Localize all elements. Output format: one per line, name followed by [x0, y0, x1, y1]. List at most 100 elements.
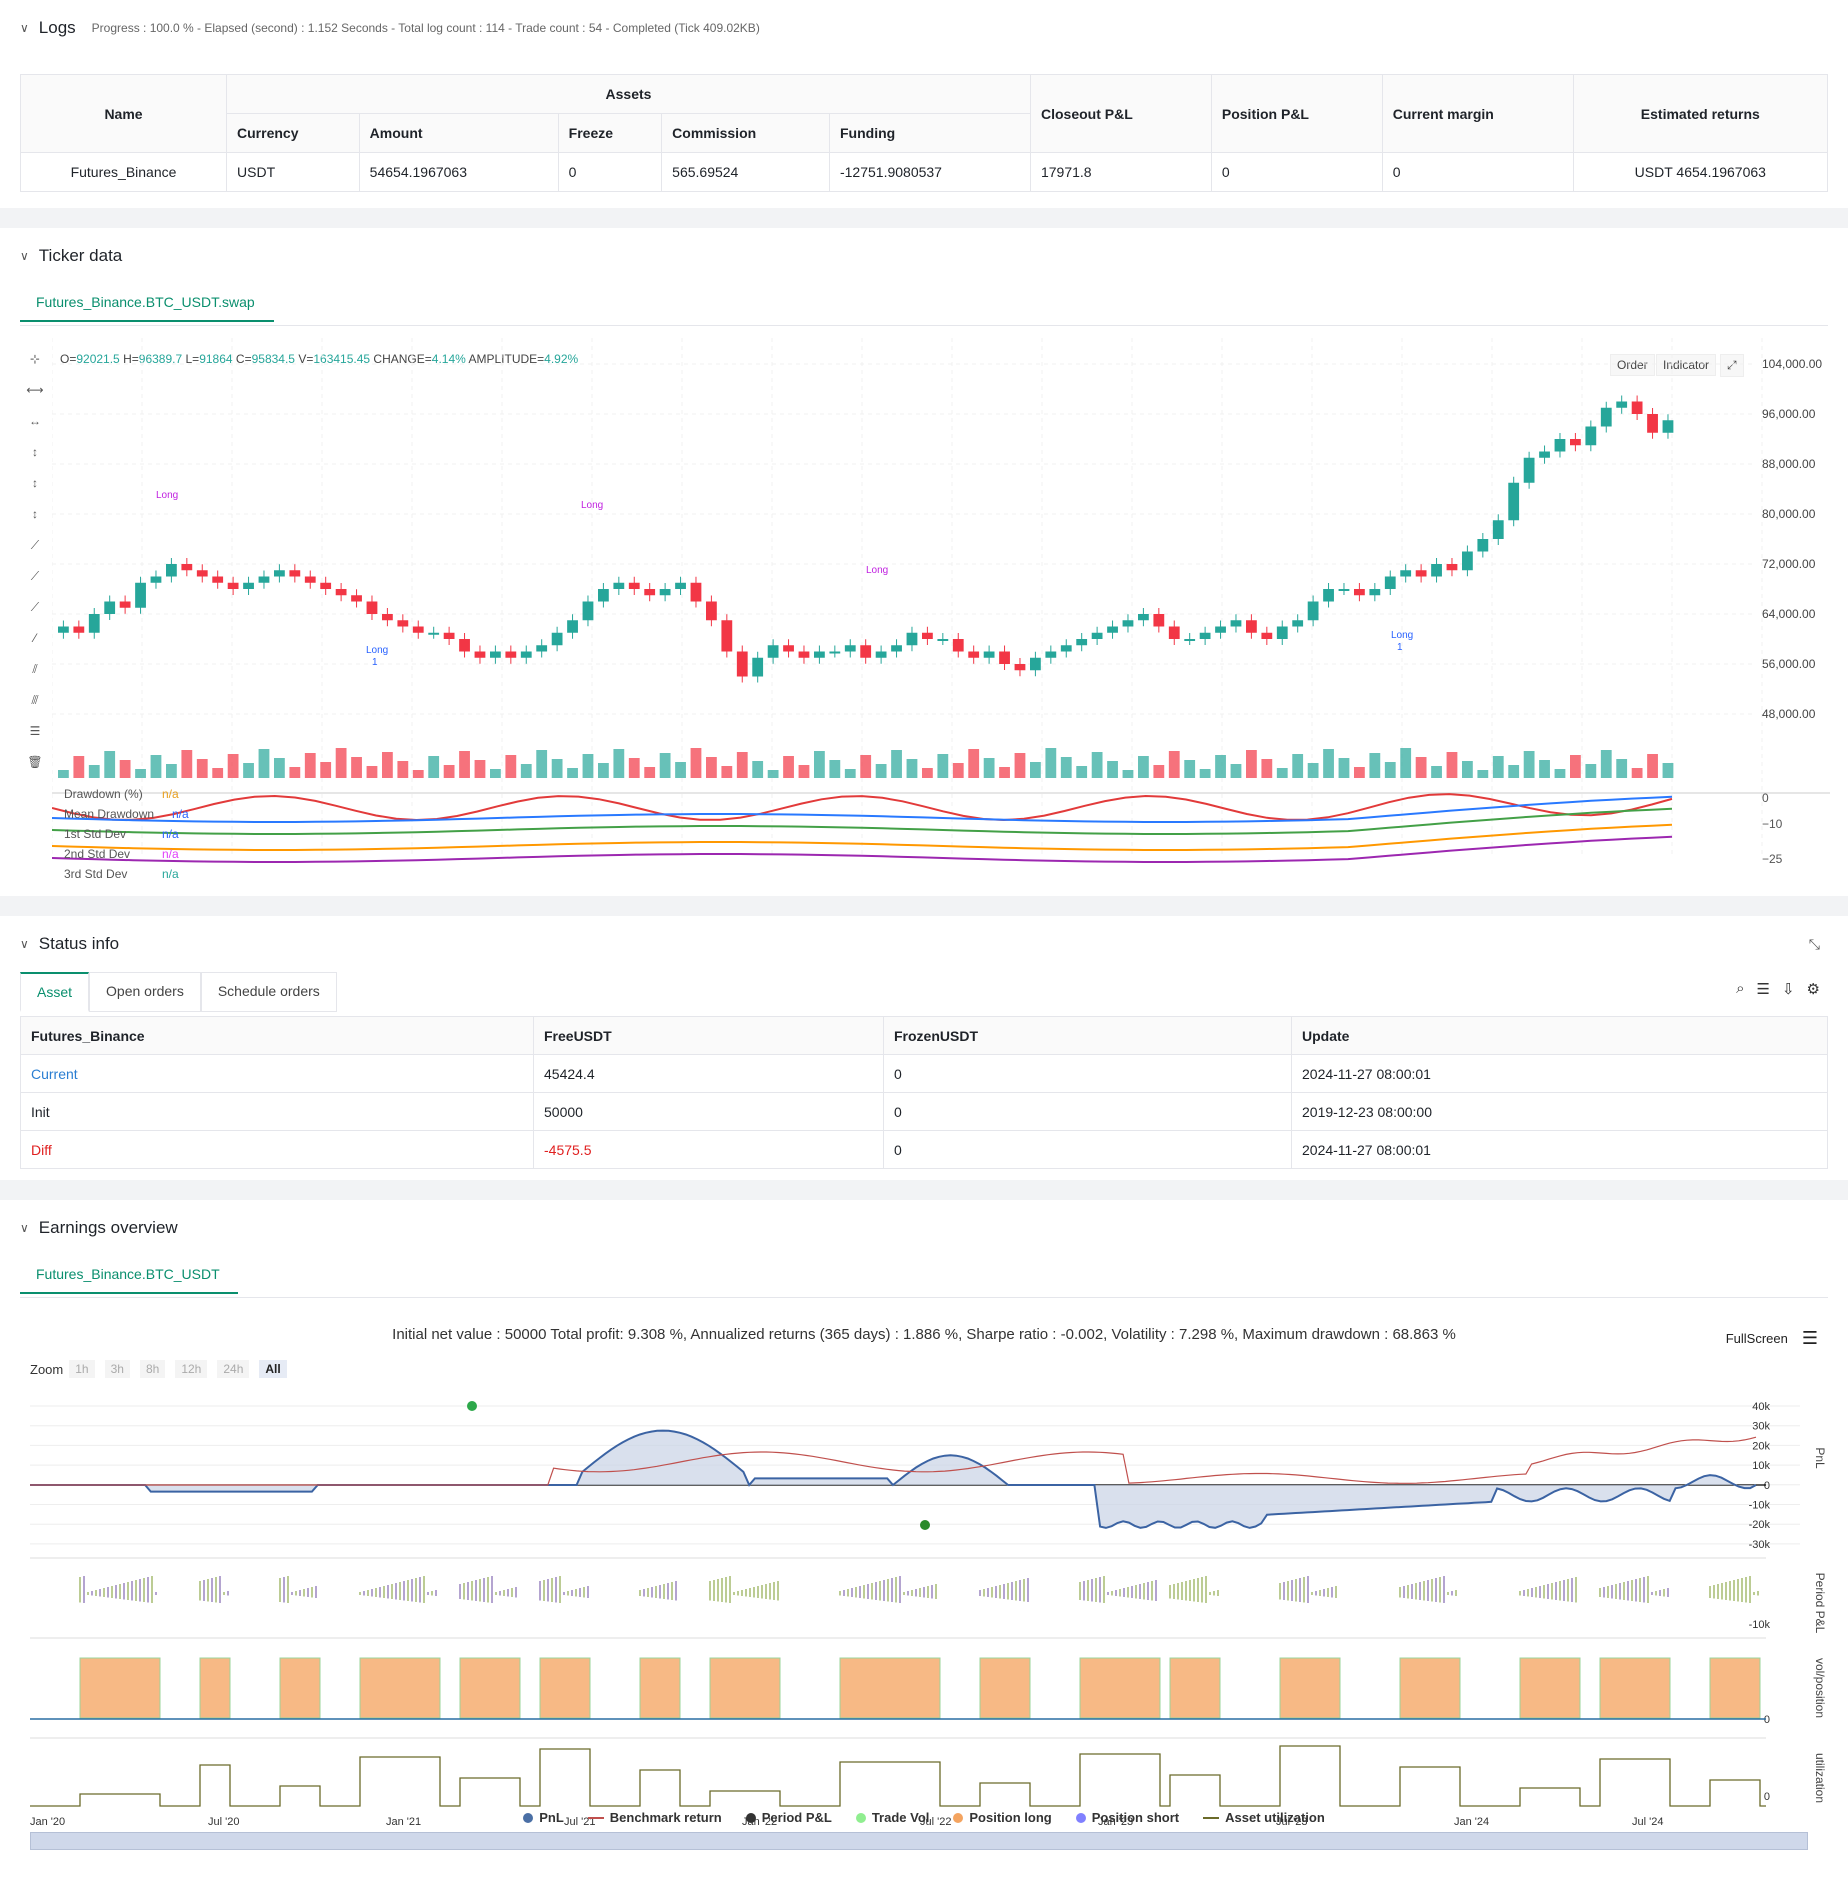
menu-icon[interactable]: ☰	[1801, 1328, 1818, 1348]
tab-ticker-symbol[interactable]: Futures_Binance.BTC_USDT.swap	[20, 284, 274, 322]
volume-bar	[135, 769, 146, 778]
signal-sub-label: 1	[1397, 642, 1403, 653]
pnl-tick-label: 10k	[1752, 1460, 1770, 1472]
tab-schedule-orders[interactable]: Schedule orders	[200, 972, 337, 1012]
candle-body	[1153, 614, 1165, 627]
range-navigator[interactable]	[30, 1832, 1808, 1850]
fullscreen-label[interactable]: FullScreen	[1725, 1331, 1788, 1346]
collapse-icon[interactable]: ⤡	[1808, 936, 1820, 952]
position-long-block	[1279, 1657, 1341, 1719]
logs-header[interactable]: ∨ Logs Progress : 100.0 % - Elapsed (sec…	[20, 18, 760, 38]
legend-item-benchmark[interactable]: Benchmark return	[587, 1810, 722, 1825]
legend-item-period-pnl[interactable]: Period P&L	[745, 1810, 832, 1825]
chevron-down-icon[interactable]: ∨	[20, 21, 29, 35]
status-header[interactable]: ∨ Status info	[20, 934, 119, 954]
legend-item-position-long[interactable]: Position long	[953, 1810, 1052, 1825]
legend-item-position-short[interactable]: Position short	[1075, 1810, 1179, 1825]
pnl-tick-label: 0	[1764, 1480, 1770, 1492]
earnings-header[interactable]: ∨ Earnings overview	[20, 1218, 178, 1238]
volume-bar	[644, 767, 656, 778]
legend-item-pnl[interactable]: PnL	[523, 1810, 564, 1825]
volume-bar	[752, 761, 764, 778]
date-tick-label: Jan '23	[1098, 1816, 1133, 1828]
indicator-tick-label: 0	[1762, 791, 1769, 805]
candlestick-chart[interactable]: 104,000.00 96,000.00 88,000.00 80,000.00 72,…	[52, 338, 1832, 878]
tab-asset[interactable]: Asset	[20, 972, 90, 1012]
pitchfork-tool-icon[interactable]: ⫻	[31, 693, 39, 707]
candle-body	[1246, 620, 1257, 633]
zoom-all-button[interactable]: All	[259, 1360, 287, 1378]
tab-earnings-symbol[interactable]: Futures_Binance.BTC_USDT	[20, 1256, 238, 1294]
date-tick-label: Jul '22	[920, 1816, 951, 1828]
volume-bar	[999, 767, 1010, 778]
cell: 2024-11-27 08:00:01	[1291, 1130, 1828, 1169]
legend-item-trade-vol[interactable]: Trade Vol	[855, 1810, 929, 1825]
zoom-3h-button[interactable]: 3h	[104, 1360, 130, 1378]
tab-open-orders[interactable]: Open orders	[89, 972, 201, 1012]
signal-label: Long	[866, 565, 888, 576]
cell: 2019-12-23 08:00:00	[1291, 1092, 1828, 1131]
volume-bar	[1631, 768, 1643, 778]
indicator-button[interactable]: Indicator	[1656, 354, 1717, 376]
ray-line-tool-icon[interactable]: ⟋	[30, 569, 40, 583]
candle-body	[582, 601, 594, 621]
volume-bar	[551, 759, 563, 778]
legend-item-asset-utilization[interactable]: Asset utilization	[1203, 1810, 1325, 1825]
date-tick-label: Jul '23	[1276, 1816, 1307, 1828]
volume-bar	[1446, 752, 1458, 778]
extended-line-tool-icon[interactable]: ⟋	[30, 600, 40, 614]
zoom-8h-button[interactable]: 8h	[139, 1360, 166, 1378]
download-icon[interactable]: ⇩	[1781, 981, 1795, 998]
fullscreen-button[interactable]: FullScreen ☰	[1726, 1328, 1818, 1349]
ticker-header[interactable]: ∨ Ticker data	[20, 246, 122, 266]
min-point-marker	[920, 1520, 930, 1530]
price-line-tool-icon[interactable]: ⁄	[33, 631, 36, 645]
horizontal-ray-tool-icon[interactable]: ↔	[29, 414, 41, 428]
zoom-24h-button[interactable]: 24h	[217, 1360, 250, 1378]
candle-body	[783, 645, 794, 652]
zoom-1h-button[interactable]: 1h	[69, 1360, 95, 1378]
candle-body	[58, 626, 69, 633]
candle-body	[1631, 401, 1643, 414]
candle-body	[628, 582, 640, 589]
candle-body	[1477, 539, 1489, 552]
volume-bar	[1523, 751, 1535, 778]
volume-bar	[1600, 750, 1612, 778]
order-button[interactable]: Order	[1610, 354, 1655, 376]
volume-bar	[613, 749, 625, 778]
candle-body	[968, 651, 980, 658]
candle-body	[1338, 589, 1350, 591]
crosshair-tool-icon[interactable]: ⊹	[29, 352, 41, 366]
row-label-current[interactable]: Current	[20, 1054, 534, 1093]
volume-bar	[1199, 769, 1211, 778]
candle-body	[721, 620, 733, 652]
chevron-down-icon[interactable]: ∨	[20, 1221, 29, 1235]
trash-icon[interactable]: 🗑	[27, 755, 43, 769]
horizontal-line-tool-icon[interactable]: ⟷	[26, 383, 44, 397]
volume-bar	[1462, 761, 1473, 778]
gear-icon[interactable]: ⚙	[1806, 981, 1820, 998]
volume-bar	[582, 754, 594, 778]
chevron-down-icon[interactable]: ∨	[20, 937, 29, 951]
divider	[0, 208, 1848, 228]
vertical-line-tool-icon[interactable]: ↕	[32, 445, 38, 459]
volume-bar	[366, 766, 378, 778]
list-icon[interactable]: ☰	[1756, 981, 1770, 998]
earnings-chart[interactable]: 40k 30k 20k 10k 0 -10k -20k -30k -10k 0 0 PnL Period…	[20, 1388, 1828, 1828]
fib-retracement-tool-icon[interactable]: ☰	[29, 724, 41, 738]
volume-bar	[1138, 756, 1149, 778]
chevron-down-icon[interactable]: ∨	[20, 249, 29, 263]
volume-bar	[906, 759, 918, 778]
trend-line-tool-icon[interactable]: ⟋	[30, 538, 40, 552]
volume-bar	[767, 770, 779, 778]
search-icon[interactable]: ⌕	[1736, 980, 1745, 997]
vertical-ray-tool-icon[interactable]: ↕	[32, 507, 38, 521]
earnings-title: Earnings overview	[38, 1218, 178, 1237]
parallel-channel-tool-icon[interactable]: ⫽	[32, 662, 38, 676]
expand-icon[interactable]: ⤢	[1720, 354, 1744, 377]
volume-bar	[1508, 765, 1520, 778]
legend-dot-icon	[953, 1812, 964, 1823]
indicator-line	[52, 793, 1673, 822]
zoom-12h-button[interactable]: 12h	[175, 1360, 208, 1378]
vertical-segment-tool-icon[interactable]: ↕	[32, 476, 38, 490]
